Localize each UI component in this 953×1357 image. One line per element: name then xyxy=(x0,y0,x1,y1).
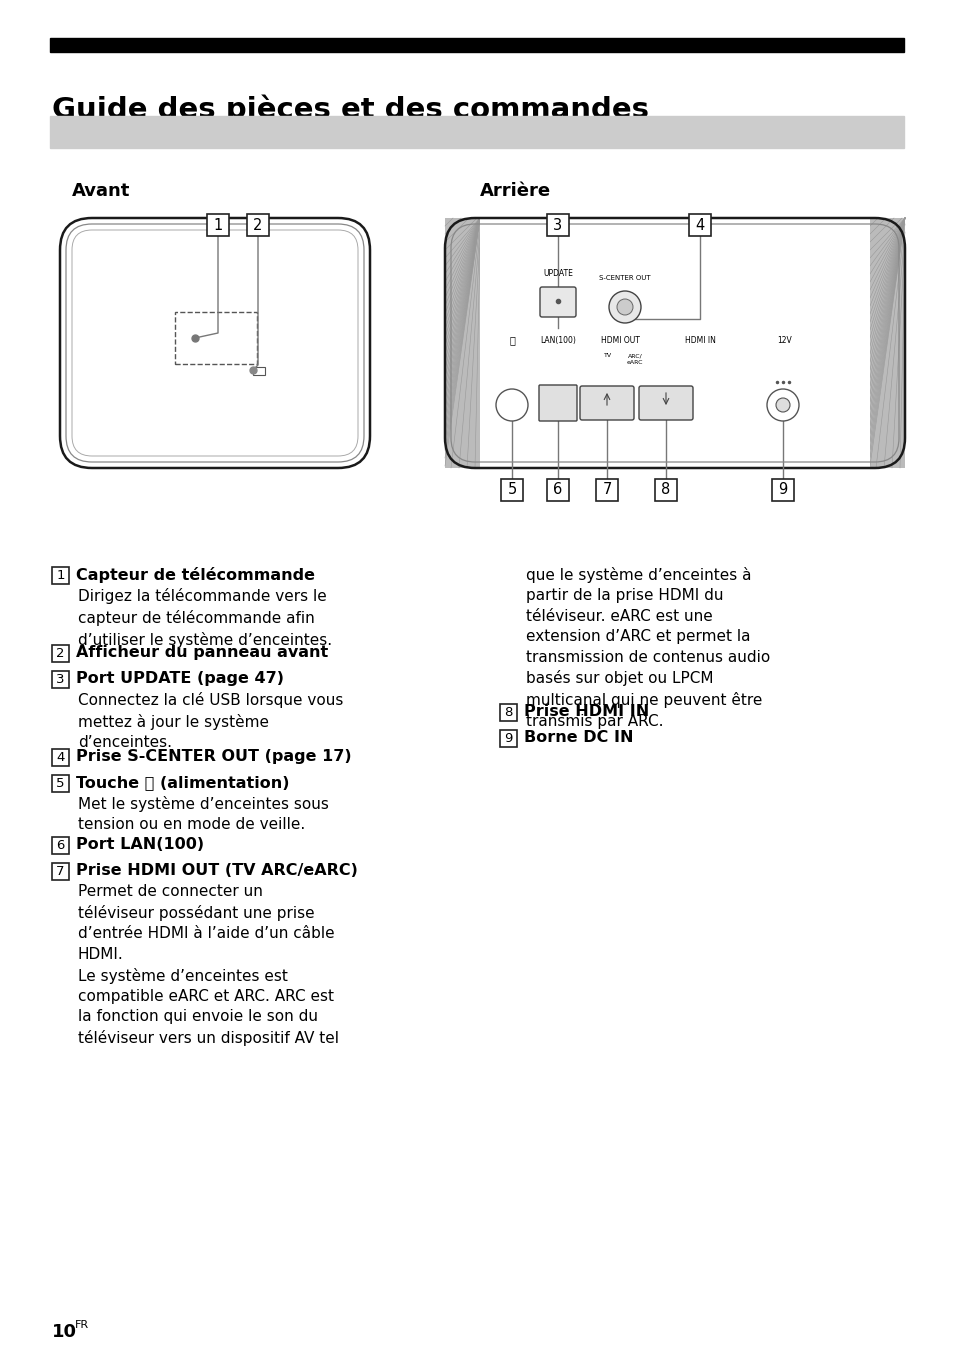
Text: Met le système d’enceintes sous
tension ou en mode de veille.: Met le système d’enceintes sous tension … xyxy=(78,797,329,832)
Bar xyxy=(52,775,69,792)
FancyBboxPatch shape xyxy=(539,286,576,318)
Text: Avant: Avant xyxy=(71,182,131,199)
Bar xyxy=(52,749,69,765)
Text: 7: 7 xyxy=(56,864,65,878)
FancyBboxPatch shape xyxy=(579,385,634,421)
Text: Port UPDATE (page 47): Port UPDATE (page 47) xyxy=(76,670,284,687)
Text: Prise HDMI IN: Prise HDMI IN xyxy=(523,704,649,719)
Text: S-CENTER OUT: S-CENTER OUT xyxy=(598,275,650,281)
Bar xyxy=(869,218,904,468)
Text: Touche ⏻ (alimentation): Touche ⏻ (alimentation) xyxy=(76,775,289,790)
Text: 4: 4 xyxy=(56,750,65,764)
Bar xyxy=(499,730,517,746)
Bar xyxy=(52,670,69,688)
Text: Arrière: Arrière xyxy=(479,182,551,199)
Bar xyxy=(596,479,618,501)
Text: Capteur de télécommande: Capteur de télécommande xyxy=(76,567,314,584)
Circle shape xyxy=(608,290,640,323)
Text: 1: 1 xyxy=(213,217,222,232)
Text: UPDATE: UPDATE xyxy=(542,269,573,278)
Bar xyxy=(444,218,479,468)
Text: que le système d’enceintes à
partir de la prise HDMI du
téléviseur. eARC est une: que le système d’enceintes à partir de l… xyxy=(525,567,769,729)
Bar xyxy=(52,837,69,854)
Text: 5: 5 xyxy=(507,483,517,498)
Text: Boîtier de commande: Boîtier de commande xyxy=(64,134,298,153)
Circle shape xyxy=(766,389,799,421)
Circle shape xyxy=(617,299,633,315)
Bar xyxy=(207,214,229,236)
Bar xyxy=(688,214,710,236)
Text: HDMI IN: HDMI IN xyxy=(684,337,715,345)
Text: HDMI OUT: HDMI OUT xyxy=(600,337,639,345)
Text: Prise HDMI OUT (TV ARC/eARC): Prise HDMI OUT (TV ARC/eARC) xyxy=(76,863,357,878)
Text: 9: 9 xyxy=(778,483,787,498)
Text: eARC: eARC xyxy=(626,360,642,365)
Bar xyxy=(52,863,69,879)
Bar xyxy=(546,479,568,501)
Text: 6: 6 xyxy=(553,483,562,498)
Circle shape xyxy=(496,389,527,421)
Bar xyxy=(174,312,256,364)
Text: 10: 10 xyxy=(52,1323,77,1341)
Bar xyxy=(52,645,69,662)
Text: 5: 5 xyxy=(56,778,65,790)
Bar xyxy=(655,479,677,501)
Bar xyxy=(50,115,903,148)
Text: FR: FR xyxy=(75,1320,89,1330)
Text: 2: 2 xyxy=(56,647,65,660)
Text: Borne DC IN: Borne DC IN xyxy=(523,730,633,745)
Text: ARC/: ARC/ xyxy=(627,353,641,358)
Circle shape xyxy=(775,398,789,413)
Text: Connectez la clé USB lorsque vous
mettez à jour le système
d’enceintes.: Connectez la clé USB lorsque vous mettez… xyxy=(78,692,343,750)
Text: Prise S-CENTER OUT (page 17): Prise S-CENTER OUT (page 17) xyxy=(76,749,352,764)
Text: 8: 8 xyxy=(504,706,512,719)
Text: LAN(100): LAN(100) xyxy=(539,337,576,345)
Text: 6: 6 xyxy=(56,839,65,852)
FancyBboxPatch shape xyxy=(538,385,577,421)
Bar xyxy=(546,214,568,236)
Bar xyxy=(247,214,269,236)
Bar xyxy=(500,479,522,501)
FancyBboxPatch shape xyxy=(60,218,370,468)
Text: 4: 4 xyxy=(695,217,704,232)
Bar xyxy=(253,366,265,375)
Text: Port LAN(100): Port LAN(100) xyxy=(76,837,204,852)
Text: 3: 3 xyxy=(553,217,562,232)
FancyBboxPatch shape xyxy=(639,385,692,421)
Text: 12V: 12V xyxy=(777,337,792,345)
Text: 1: 1 xyxy=(56,569,65,582)
Bar xyxy=(499,704,517,721)
Text: Afficheur du panneau avant: Afficheur du panneau avant xyxy=(76,645,328,660)
Text: Dirigez la télécommande vers le
capteur de télécommande afin
d’utiliser le systè: Dirigez la télécommande vers le capteur … xyxy=(78,588,332,647)
Bar xyxy=(771,479,793,501)
Bar xyxy=(50,38,903,52)
Text: 9: 9 xyxy=(504,731,512,745)
Text: ⏻: ⏻ xyxy=(509,335,515,345)
Text: 3: 3 xyxy=(56,673,65,687)
FancyBboxPatch shape xyxy=(479,218,869,468)
Text: 7: 7 xyxy=(601,483,611,498)
Text: 2: 2 xyxy=(253,217,262,232)
Text: Permet de connecter un
téléviseur possédant une prise
d’entrée HDMI à l’aide d’u: Permet de connecter un téléviseur posséd… xyxy=(78,883,338,1046)
Text: TV: TV xyxy=(603,353,612,358)
Bar xyxy=(52,567,69,584)
Text: Guide des pièces et des commandes: Guide des pièces et des commandes xyxy=(52,95,648,125)
Text: 8: 8 xyxy=(660,483,670,498)
